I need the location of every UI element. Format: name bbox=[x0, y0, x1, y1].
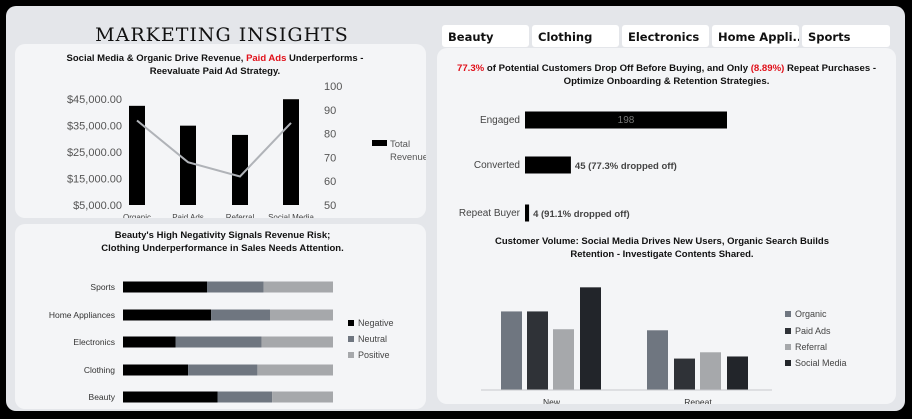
revenue-bar bbox=[232, 134, 248, 205]
category-label: Clothing bbox=[84, 365, 115, 375]
revenue-bar bbox=[129, 105, 145, 205]
y-tick-label: $45,000.00 bbox=[67, 94, 122, 106]
revenue-bar bbox=[283, 99, 299, 205]
revenue-chart-title: Social Media & Organic Drive Revenue, Pa… bbox=[66, 53, 364, 77]
x-tick-label: Organic bbox=[123, 213, 151, 218]
legend-label-positive: Positive bbox=[358, 350, 390, 360]
customer-bar-paid-ads bbox=[674, 358, 695, 390]
y-tick-label: $35,000.00 bbox=[67, 121, 122, 133]
sentiment-bar-neutral bbox=[175, 336, 262, 348]
legend-label-negative: Negative bbox=[358, 318, 394, 328]
legend-swatch-paid-ads bbox=[785, 328, 791, 334]
legend-swatch-positive bbox=[348, 352, 354, 358]
funnel-category-label: Engaged bbox=[480, 115, 520, 126]
customer-bar-social-media bbox=[727, 356, 748, 390]
legend-label-paid-ads: Paid Ads bbox=[795, 326, 831, 336]
revenue-bar bbox=[180, 125, 196, 205]
sentiment-bar-positive bbox=[270, 309, 333, 321]
legend-label-total-revenue-line2: Revenue bbox=[390, 152, 426, 163]
sentiment-bar-positive bbox=[272, 391, 333, 403]
y-tick-label: $25,000.00 bbox=[67, 147, 122, 159]
customer-bar-referral bbox=[700, 352, 721, 390]
sentiment-bar-positive bbox=[257, 364, 333, 376]
category-label: Home Appliances bbox=[49, 310, 115, 320]
x-tick-label: Social Media bbox=[268, 213, 314, 218]
funnel-category-label: Repeat Buyer bbox=[459, 208, 521, 219]
customer-bar-organic bbox=[647, 330, 668, 390]
funnel-data-label: 4 (91.1% dropped off) bbox=[533, 209, 630, 220]
secondary-series-line bbox=[136, 119, 292, 178]
tab-clothing[interactable]: Clothing bbox=[532, 25, 619, 47]
customer-bar-referral bbox=[553, 329, 574, 390]
revenue-chart: $45,000.00 $35,000.00 $25,000.00 $15,000.00… bbox=[67, 81, 426, 218]
y-tick-label: $5,000.00 bbox=[73, 200, 122, 212]
sentiment-chart: Sports Home Appliances Electronics Clothing… bbox=[49, 281, 394, 403]
y2-tick-label: 60 bbox=[324, 176, 336, 188]
category-label: Beauty bbox=[89, 392, 116, 402]
funnel-data-label: 198 bbox=[618, 115, 635, 126]
sentiment-bar-negative bbox=[123, 391, 218, 403]
legend-swatch-social-media bbox=[785, 360, 791, 366]
x-tick-label: Referral bbox=[226, 213, 255, 218]
sentiment-bar-negative bbox=[123, 336, 176, 348]
sentiment-chart-title: Beauty's High Negativity Signals Revenue… bbox=[101, 230, 344, 254]
sentiment-bar-positive bbox=[263, 281, 333, 293]
legend-swatch-organic bbox=[785, 311, 791, 317]
sentiment-bar-negative bbox=[123, 281, 207, 293]
customer-x-tick-label: New bbox=[543, 397, 561, 404]
sentiment-bar-positive bbox=[261, 336, 333, 348]
dashboard-frame: MARKETING INSIGHTS Beauty Clothing Elect… bbox=[6, 6, 905, 411]
sentiment-bar-neutral bbox=[188, 364, 258, 376]
y2-tick-label: 80 bbox=[324, 129, 336, 141]
legend-label-total-revenue-line1: Total bbox=[390, 139, 410, 150]
funnel-chart-title: 77.3% of Potential Customers Drop Off Be… bbox=[456, 63, 877, 87]
tab-electronics[interactable]: Electronics bbox=[622, 25, 709, 47]
tab-sports[interactable]: Sports bbox=[802, 25, 890, 47]
legend-swatch-referral bbox=[785, 344, 791, 350]
page-title: MARKETING INSIGHTS bbox=[95, 24, 349, 46]
funnel-data-label: 45 (77.3% dropped off) bbox=[575, 161, 677, 172]
revenue-card: Social Media & Organic Drive Revenue, Pa… bbox=[15, 44, 426, 218]
sentiment-bar-neutral bbox=[207, 281, 264, 293]
funnel-and-customer-charts: Engaged 198 Converted 45 (77.3% dropped off… bbox=[459, 111, 847, 404]
legend-label-neutral: Neutral bbox=[358, 334, 387, 344]
y2-tick-label: 100 bbox=[324, 81, 342, 93]
sentiment-bar-neutral bbox=[211, 309, 270, 321]
y2-tick-label: 50 bbox=[324, 200, 336, 212]
legend-label-social-media: Social Media bbox=[795, 358, 847, 368]
y-tick-label: $15,000.00 bbox=[67, 174, 122, 186]
category-label: Sports bbox=[90, 282, 115, 292]
category-label: Electronics bbox=[73, 337, 115, 347]
sentiment-bar-negative bbox=[123, 309, 212, 321]
legend-label-referral: Referral bbox=[795, 342, 827, 352]
funnel-bar bbox=[525, 156, 571, 174]
tab-beauty[interactable]: Beauty bbox=[442, 25, 529, 47]
funnel-category-label: Converted bbox=[474, 160, 520, 171]
customer-bar-social-media bbox=[580, 287, 601, 390]
y2-tick-label: 90 bbox=[324, 105, 336, 117]
legend-swatch-negative bbox=[348, 320, 354, 326]
customer-bar-paid-ads bbox=[527, 311, 548, 390]
legend-swatch-neutral bbox=[348, 336, 354, 342]
legend-swatch-total-revenue bbox=[372, 140, 387, 146]
y2-tick-label: 70 bbox=[324, 152, 336, 164]
tab-home-appliances[interactable]: Home Appli... bbox=[712, 25, 799, 47]
funnel-bar bbox=[525, 111, 727, 129]
sentiment-card: Beauty's High Negativity Signals Revenue… bbox=[15, 224, 426, 409]
funnel-bar bbox=[525, 204, 530, 222]
customer-chart-title: Customer Volume: Social Media Drives New… bbox=[494, 236, 830, 260]
x-tick-label: Paid Ads bbox=[172, 213, 204, 218]
sentiment-bar-neutral bbox=[217, 391, 273, 403]
legend-label-organic: Organic bbox=[795, 309, 827, 319]
sentiment-bar-negative bbox=[123, 364, 189, 376]
customer-x-tick-label: Repeat bbox=[684, 397, 712, 404]
customer-bar-organic bbox=[501, 311, 522, 390]
funnel-card: 77.3% of Potential Customers Drop Off Be… bbox=[437, 48, 896, 404]
